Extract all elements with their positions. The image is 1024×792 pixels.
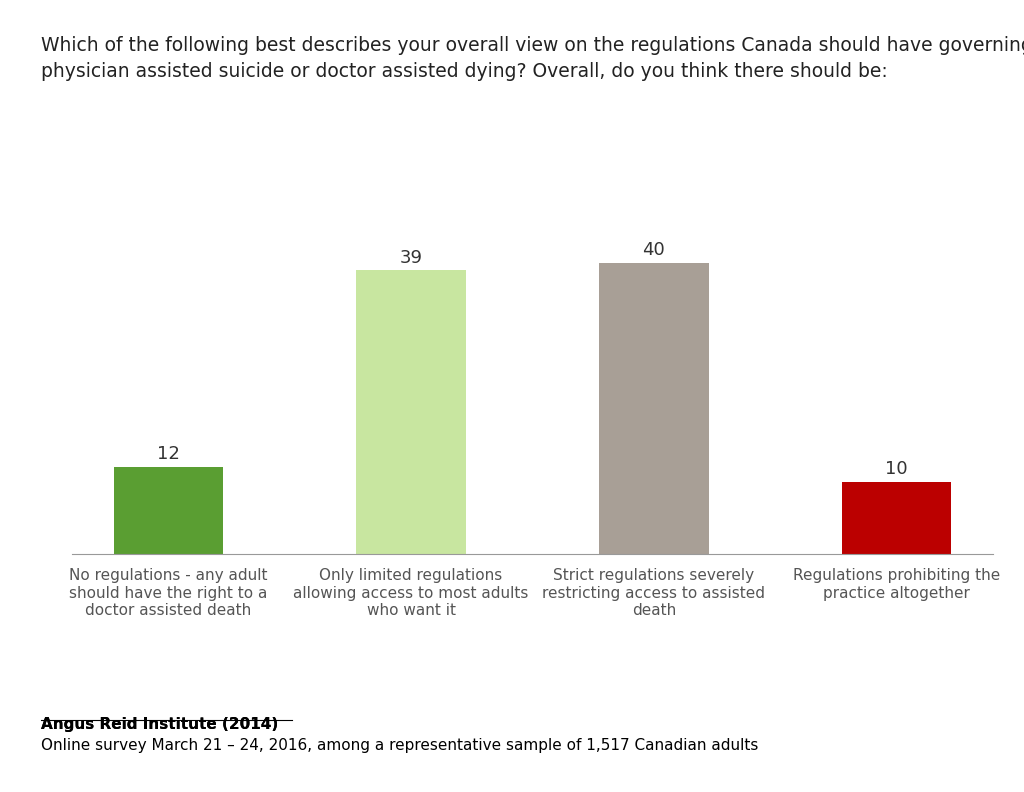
Text: 39: 39 [399,249,423,267]
Bar [842,482,951,554]
Bar [599,263,709,554]
Bar [114,467,223,554]
Text: 12: 12 [157,445,179,463]
Bar [356,270,466,554]
Text: 10: 10 [886,460,908,478]
Text: Angus Reid Institute (2014): Angus Reid Institute (2014) [41,717,279,732]
Text: Which of the following best describes your overall view on the regulations Canad: Which of the following best describes yo… [41,36,1024,81]
Text: 40: 40 [642,242,666,259]
Text: Angus Reid Institute (2014): Angus Reid Institute (2014) [41,717,279,732]
Text: Online survey March 21 – 24, 2016, among a representative sample of 1,517 Canadi: Online survey March 21 – 24, 2016, among… [41,738,759,753]
